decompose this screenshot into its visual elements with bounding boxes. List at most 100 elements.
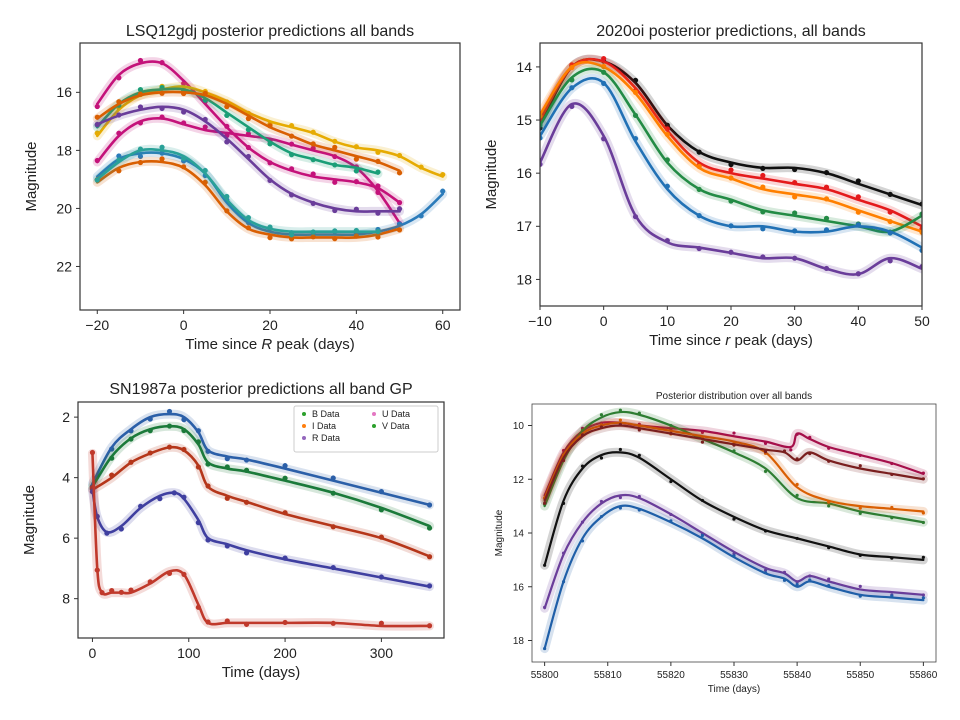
data-point (664, 183, 670, 189)
x-tick-label: 0 (180, 317, 188, 333)
data-point (159, 84, 165, 91)
x-tick-label: 300 (370, 645, 394, 661)
data-point (618, 447, 622, 452)
data-point (637, 411, 641, 415)
data-point (543, 646, 547, 651)
data-point (543, 563, 547, 567)
data-point (243, 499, 250, 505)
data-point (267, 123, 273, 129)
data-point (561, 551, 566, 555)
data-point (181, 80, 187, 87)
data-point (760, 254, 766, 260)
data-point (700, 440, 705, 444)
data-point (202, 97, 208, 103)
data-point (732, 554, 736, 558)
y-tick-label: 8 (62, 591, 70, 607)
data-point (116, 168, 122, 174)
data-point (332, 138, 338, 144)
data-point (601, 80, 607, 87)
data-point (728, 161, 734, 168)
data-point (288, 133, 295, 139)
data-point (181, 571, 187, 578)
chart-panel-1: −20 0 20 40 60 16 18 20 22 LSQ12gdj posterior pre… (23, 23, 461, 353)
x-tick-label: 55820 (657, 670, 685, 681)
data-point (827, 504, 831, 508)
data-point (375, 158, 381, 164)
data-point (330, 490, 336, 496)
data-point (760, 165, 766, 171)
legend-marker (302, 424, 306, 428)
x-tick-label: 55850 (846, 670, 874, 681)
data-point (109, 472, 115, 478)
data-point (94, 177, 100, 183)
data-point (728, 223, 734, 229)
y-tick-label: 18 (516, 271, 532, 287)
series-line-4 (540, 67, 922, 234)
data-point (195, 604, 201, 610)
data-point (138, 503, 144, 509)
data-point (330, 524, 336, 530)
data-point (332, 236, 338, 242)
data-point (763, 529, 768, 533)
data-point (887, 191, 893, 197)
data-point (632, 112, 639, 119)
data-point (195, 520, 201, 526)
data-point (827, 500, 831, 504)
data-point (310, 234, 316, 240)
data-point (858, 594, 862, 598)
data-point (561, 448, 566, 453)
legend-marker (372, 412, 376, 416)
data-point (288, 123, 295, 129)
data-point (792, 180, 798, 186)
data-point (147, 416, 153, 422)
data-point (919, 201, 922, 207)
data-point (921, 511, 925, 515)
x-tick-label: 0 (89, 645, 97, 661)
data-point (310, 229, 316, 235)
data-point (823, 227, 830, 233)
data-point (855, 209, 861, 215)
data-point (919, 211, 922, 217)
data-point (890, 472, 894, 477)
data-point (396, 221, 403, 227)
data-point (202, 167, 208, 174)
data-point (224, 104, 230, 110)
series-line-1 (91, 412, 431, 507)
data-point (396, 199, 403, 206)
data-point (118, 589, 124, 595)
data-point (580, 428, 585, 433)
data-point (855, 178, 861, 184)
data-point (224, 112, 230, 119)
data-point (137, 57, 144, 64)
data-point (157, 496, 163, 502)
data-point (618, 408, 622, 412)
data-point (205, 537, 211, 543)
data-point (823, 196, 830, 202)
data-point (580, 520, 585, 524)
data-point (827, 546, 831, 550)
x-tick-label: 55830 (720, 670, 748, 681)
data-point (330, 620, 336, 626)
data-point (696, 186, 702, 192)
data-point (580, 464, 585, 468)
data-point (696, 245, 702, 252)
data-point (245, 127, 252, 133)
data-point (795, 482, 799, 487)
data-point (890, 594, 894, 598)
data-point (728, 167, 734, 173)
data-point (378, 574, 384, 580)
x-tick-label: 55810 (594, 670, 622, 681)
x-tick-label: 10 (660, 313, 676, 329)
y-axis-label: Magnitude (23, 141, 40, 211)
data-point (561, 580, 566, 584)
data-point (353, 144, 359, 150)
data-point (632, 214, 639, 220)
data-point (858, 584, 862, 588)
data-point (332, 179, 338, 185)
data-point (763, 469, 768, 474)
data-point (288, 192, 295, 198)
series-line-7 (95, 151, 445, 237)
chart-title: Posterior distribution over all bands (656, 391, 812, 402)
chart-title: 2020oi posterior predictions, all bands (596, 23, 866, 40)
data-point (224, 464, 230, 470)
